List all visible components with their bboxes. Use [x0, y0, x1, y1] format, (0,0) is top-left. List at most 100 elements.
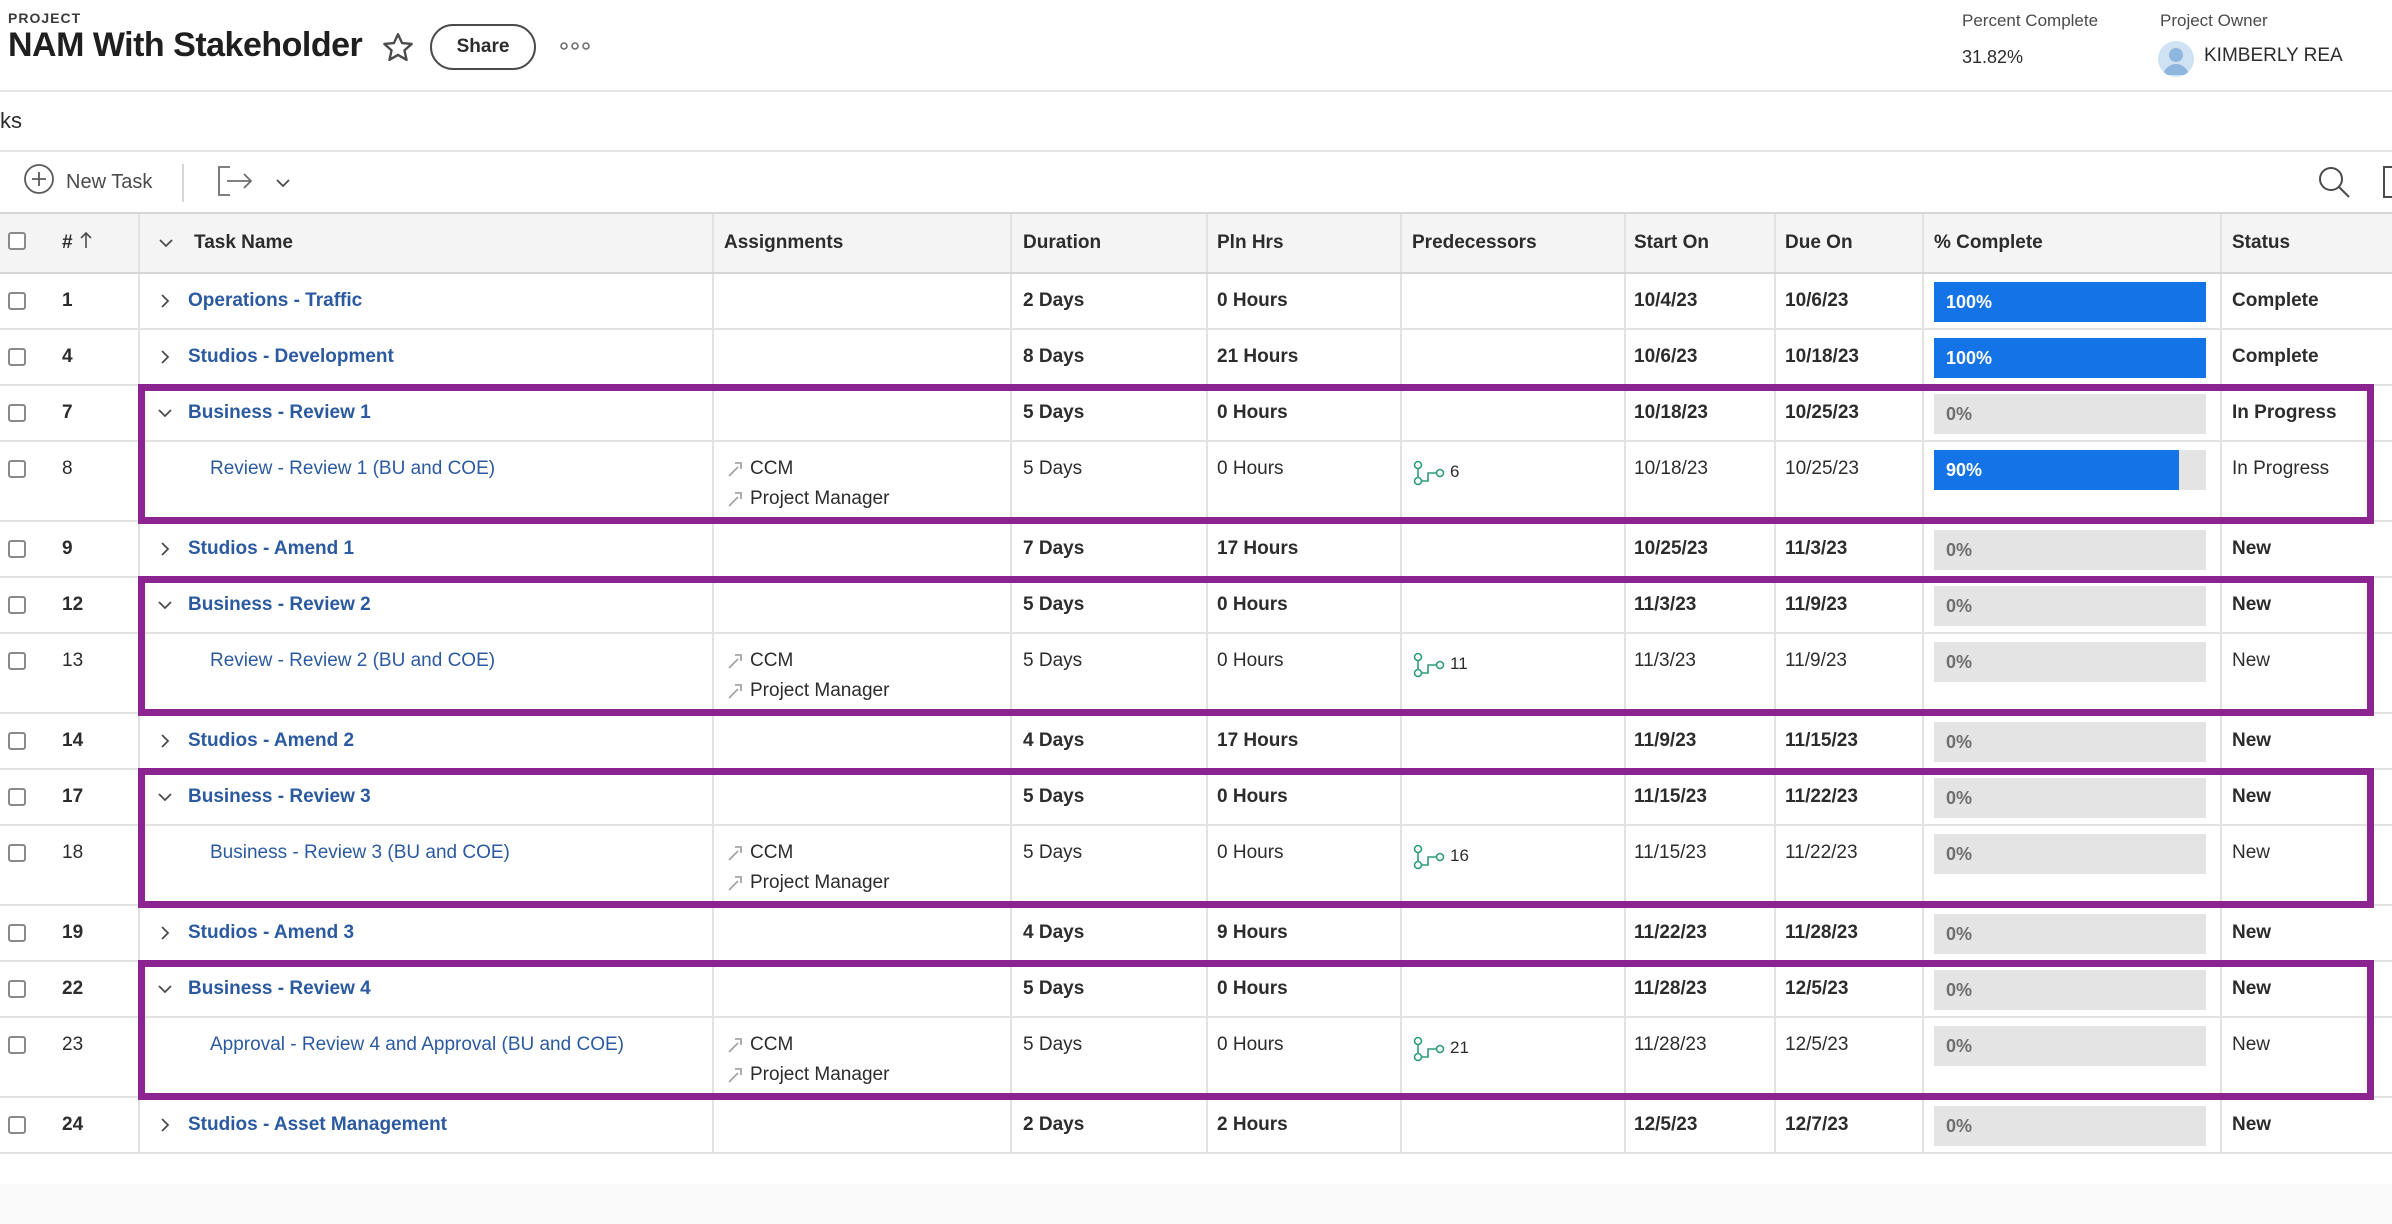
- progress-bar[interactable]: 0%: [1934, 586, 2206, 626]
- task-name-link[interactable]: Business - Review 3 (BU and COE): [210, 842, 510, 863]
- assignment-name[interactable]: CCM: [750, 458, 794, 479]
- planned-hours-value[interactable]: 21 Hours: [1217, 346, 1299, 367]
- task-name-link[interactable]: Studios - Amend 3: [188, 922, 355, 943]
- duration-value[interactable]: 5 Days: [1023, 458, 1083, 479]
- status-value[interactable]: New: [2232, 1034, 2271, 1055]
- new-task-button[interactable]: New Task: [22, 162, 152, 202]
- table-row[interactable]: 7 Business - Review 1 5 Days 0 Hours 10/18/2…: [0, 386, 2392, 442]
- start-date[interactable]: 10/6/23: [1634, 346, 1698, 367]
- chevron-right-icon[interactable]: [156, 732, 174, 750]
- status-value[interactable]: Complete: [2232, 290, 2319, 311]
- task-name-link[interactable]: Review - Review 1 (BU and COE): [210, 458, 496, 479]
- start-date[interactable]: 11/28/23: [1634, 978, 1707, 999]
- row-checkbox[interactable]: [8, 460, 26, 478]
- planned-hours-value[interactable]: 0 Hours: [1217, 650, 1284, 671]
- row-checkbox[interactable]: [8, 652, 26, 670]
- due-date[interactable]: 10/25/23: [1785, 402, 1859, 423]
- start-date[interactable]: 11/22/23: [1634, 922, 1707, 943]
- duration-value[interactable]: 4 Days: [1023, 922, 1085, 943]
- task-name-link[interactable]: Approval - Review 4 and Approval (BU and…: [210, 1034, 624, 1055]
- panel-icon[interactable]: [2380, 164, 2392, 200]
- due-date[interactable]: 12/5/23: [1785, 1034, 1849, 1055]
- row-checkbox[interactable]: [8, 1036, 26, 1054]
- progress-bar[interactable]: 0%: [1934, 722, 2206, 762]
- row-checkbox[interactable]: [8, 596, 26, 614]
- row-checkbox[interactable]: [8, 1116, 26, 1134]
- assignment-name[interactable]: CCM: [750, 650, 794, 671]
- column-header-status[interactable]: Status: [2232, 232, 2291, 253]
- column-header-assignments[interactable]: Assignments: [724, 232, 844, 253]
- planned-hours-value[interactable]: 17 Hours: [1217, 730, 1299, 751]
- due-date[interactable]: 12/5/23: [1785, 978, 1849, 999]
- planned-hours-value[interactable]: 2 Hours: [1217, 1114, 1288, 1135]
- task-name-link[interactable]: Studios - Asset Management: [188, 1114, 448, 1135]
- status-value[interactable]: New: [2232, 594, 2272, 615]
- start-date[interactable]: 11/9/23: [1634, 730, 1697, 751]
- row-checkbox[interactable]: [8, 844, 26, 862]
- chevron-down-icon[interactable]: [156, 596, 174, 614]
- status-value[interactable]: New: [2232, 922, 2272, 943]
- status-value[interactable]: New: [2232, 538, 2272, 559]
- column-header-due-on[interactable]: Due On: [1785, 232, 1853, 253]
- planned-hours-value[interactable]: 0 Hours: [1217, 594, 1288, 615]
- row-checkbox[interactable]: [8, 732, 26, 750]
- start-date[interactable]: 11/15/23: [1634, 786, 1707, 807]
- assignment-name[interactable]: Project Manager: [750, 872, 890, 893]
- row-checkbox[interactable]: [8, 348, 26, 366]
- duration-value[interactable]: 5 Days: [1023, 402, 1085, 423]
- duration-value[interactable]: 4 Days: [1023, 730, 1085, 751]
- table-row[interactable]: 8 Review - Review 1 (BU and COE) CCM Projec…: [0, 442, 2392, 522]
- table-row[interactable]: 14 Studios - Amend 2 4 Days 17 Hours 11/9/23…: [0, 714, 2392, 770]
- column-header-start-on[interactable]: Start On: [1634, 232, 1709, 253]
- more-icon[interactable]: [558, 36, 592, 56]
- start-date[interactable]: 12/5/23: [1634, 1114, 1698, 1135]
- due-date[interactable]: 10/6/23: [1785, 290, 1849, 311]
- task-name-link[interactable]: Operations - Traffic: [188, 290, 363, 311]
- duration-value[interactable]: 7 Days: [1023, 538, 1085, 559]
- assignment-name[interactable]: Project Manager: [750, 488, 890, 509]
- row-checkbox[interactable]: [8, 540, 26, 558]
- due-date[interactable]: 11/28/23: [1785, 922, 1858, 943]
- table-row[interactable]: 19 Studios - Amend 3 4 Days 9 Hours 11/22/23…: [0, 906, 2392, 962]
- task-name-link[interactable]: Business - Review 3: [188, 786, 371, 807]
- avatar[interactable]: [2158, 41, 2194, 77]
- planned-hours-value[interactable]: 0 Hours: [1217, 290, 1288, 311]
- progress-bar[interactable]: 0%: [1934, 394, 2206, 434]
- sort-ascending-icon[interactable]: [79, 230, 93, 256]
- task-name-link[interactable]: Review - Review 2 (BU and COE): [210, 650, 496, 671]
- duration-value[interactable]: 5 Days: [1023, 594, 1085, 615]
- progress-bar[interactable]: 0%: [1934, 834, 2206, 874]
- task-name-link[interactable]: Studios - Amend 1: [188, 538, 355, 559]
- due-date[interactable]: 10/18/23: [1785, 346, 1859, 367]
- due-date[interactable]: 10/25/23: [1785, 458, 1859, 479]
- planned-hours-value[interactable]: 0 Hours: [1217, 458, 1284, 479]
- chevron-down-icon[interactable]: [156, 788, 174, 806]
- row-checkbox[interactable]: [8, 404, 26, 422]
- duration-value[interactable]: 5 Days: [1023, 786, 1085, 807]
- collapse-all-icon[interactable]: [156, 214, 176, 272]
- duration-value[interactable]: 5 Days: [1023, 842, 1083, 863]
- status-value[interactable]: Complete: [2232, 346, 2319, 367]
- status-value[interactable]: New: [2232, 650, 2271, 671]
- star-icon[interactable]: [380, 30, 416, 66]
- start-date[interactable]: 10/25/23: [1634, 538, 1708, 559]
- duration-value[interactable]: 2 Days: [1023, 1114, 1085, 1135]
- progress-bar[interactable]: 100%: [1934, 338, 2206, 378]
- assignment-name[interactable]: Project Manager: [750, 1064, 890, 1085]
- due-date[interactable]: 11/22/23: [1785, 842, 1858, 863]
- table-row[interactable]: 17 Business - Review 3 5 Days 0 Hours 11/15/…: [0, 770, 2392, 826]
- chevron-down-icon[interactable]: [156, 404, 174, 422]
- status-value[interactable]: In Progress: [2232, 402, 2337, 423]
- task-name-link[interactable]: Business - Review 2: [188, 594, 371, 615]
- progress-bar[interactable]: 90%: [1934, 450, 2206, 490]
- start-date[interactable]: 11/15/23: [1634, 842, 1707, 863]
- status-value[interactable]: New: [2232, 1114, 2272, 1135]
- chevron-right-icon[interactable]: [156, 1116, 174, 1134]
- start-date[interactable]: 11/3/23: [1634, 594, 1697, 615]
- table-row[interactable]: 4 Studios - Development 8 Days 21 Hours 10/6…: [0, 330, 2392, 386]
- chevron-right-icon[interactable]: [156, 348, 174, 366]
- assignment-name[interactable]: CCM: [750, 1034, 794, 1055]
- progress-bar[interactable]: 0%: [1934, 778, 2206, 818]
- start-date[interactable]: 10/18/23: [1634, 458, 1708, 479]
- progress-bar[interactable]: 0%: [1934, 642, 2206, 682]
